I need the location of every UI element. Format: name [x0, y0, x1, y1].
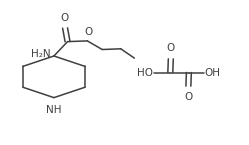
Text: NH: NH	[46, 105, 62, 115]
Text: HO: HO	[137, 68, 153, 77]
Text: O: O	[167, 43, 175, 53]
Text: O: O	[60, 12, 68, 22]
Text: O: O	[84, 27, 93, 37]
Text: OH: OH	[205, 68, 221, 77]
Text: O: O	[184, 92, 192, 102]
Text: H₂N: H₂N	[31, 49, 50, 59]
